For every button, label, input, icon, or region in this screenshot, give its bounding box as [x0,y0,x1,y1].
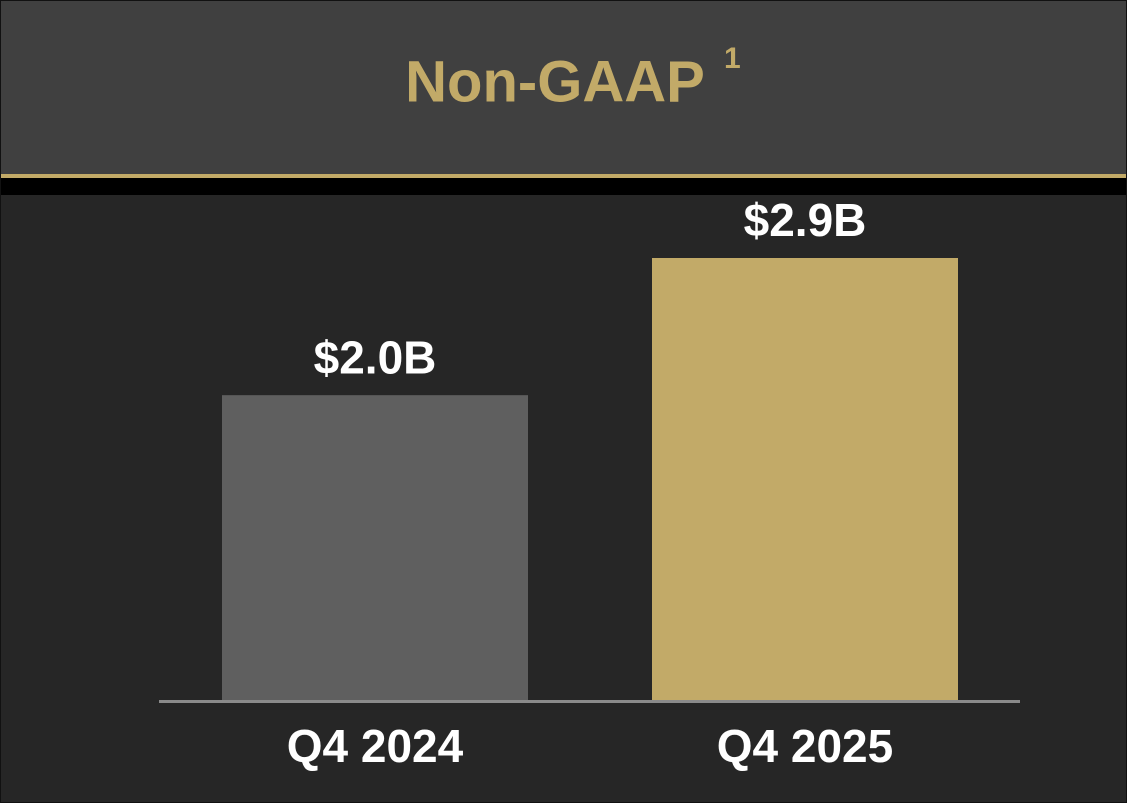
x-tick-label: Q4 2024 [287,720,464,772]
value-label: $2.0B [314,331,437,383]
chart-title: Non-GAAP [405,49,705,114]
bar [222,395,528,700]
header-rule [0,174,1127,178]
value-label: $2.9B [744,194,867,246]
bar [652,258,958,700]
x-tick-label: Q4 2025 [717,720,893,772]
separator [0,178,1127,195]
title-footnote: 1 [724,42,741,75]
header [0,0,1127,175]
